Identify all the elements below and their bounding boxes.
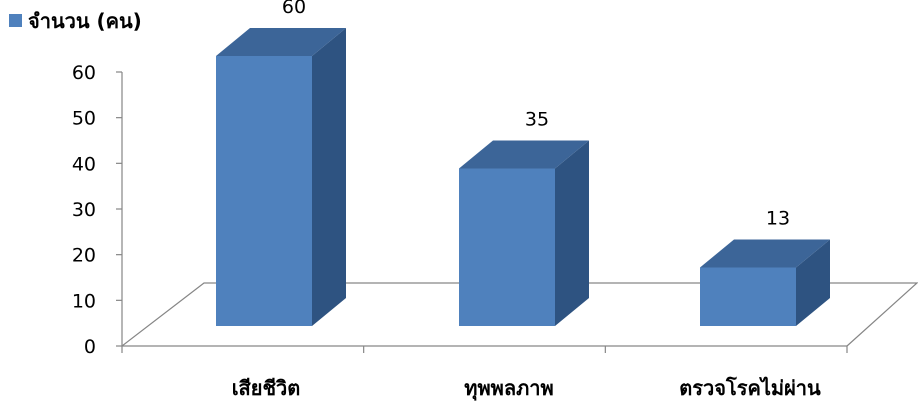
bar	[700, 239, 830, 326]
y-axis: 0 10 20 30 40 50 60	[72, 62, 123, 358]
bars	[216, 28, 830, 326]
bar-front	[459, 168, 555, 326]
legend: จำนวน (คน)	[9, 9, 142, 33]
bar-side	[796, 239, 830, 326]
bar-top	[700, 239, 830, 268]
y-tick-label: 60	[72, 62, 96, 84]
bar-side	[555, 140, 589, 326]
data-label: 35	[525, 109, 549, 131]
data-labels: 60 35 13	[282, 0, 790, 230]
bar-top	[459, 140, 589, 169]
bar	[216, 28, 346, 326]
y-tick-label: 30	[72, 199, 96, 221]
bar-top	[216, 28, 346, 56]
legend-swatch	[9, 14, 22, 27]
x-axis: เสียชีวิต ทุพพลภาพ ตรวจโรคไม่ผ่าน	[121, 345, 848, 401]
y-tick-label: 20	[72, 245, 96, 267]
bar-front	[700, 267, 796, 326]
x-category-label: เสียชีวิต	[232, 376, 301, 400]
y-tick-label: 40	[72, 153, 96, 175]
data-label: 60	[282, 0, 306, 18]
bar-side	[312, 28, 346, 326]
y-tick-label: 10	[72, 290, 96, 312]
legend-label: จำนวน (คน)	[28, 9, 142, 33]
y-tick-label: 50	[72, 108, 96, 130]
y-tick-label: 0	[84, 336, 96, 358]
x-category-label: ตรวจโรคไม่ผ่าน	[679, 376, 821, 400]
bar	[459, 140, 589, 326]
x-category-label: ทุพพลภาพ	[464, 376, 553, 401]
data-label: 13	[766, 208, 790, 230]
bar-front	[216, 56, 312, 326]
